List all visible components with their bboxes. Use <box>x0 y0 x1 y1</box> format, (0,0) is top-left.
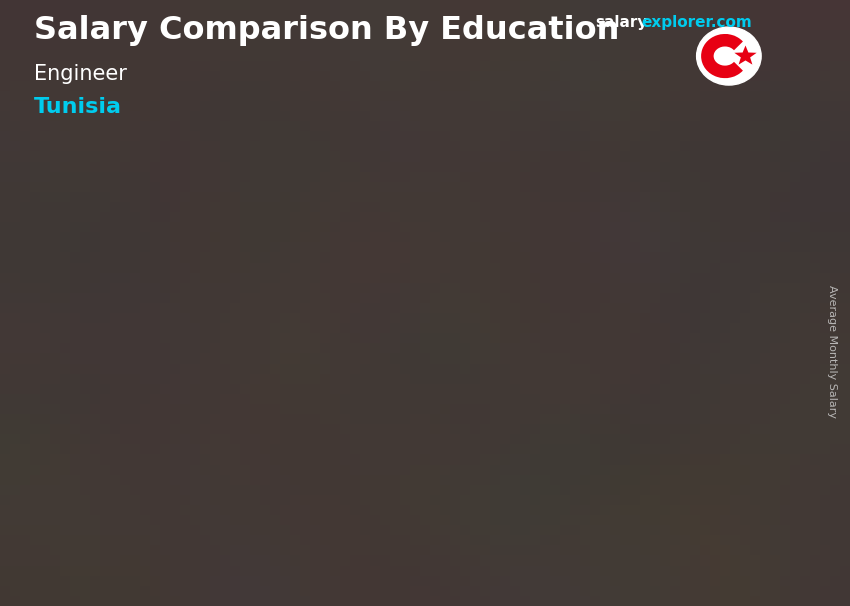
Text: Master's Degree: Master's Degree <box>478 554 658 573</box>
Text: explorer.com: explorer.com <box>642 15 752 30</box>
Text: Bachelor's Degree: Bachelor's Degree <box>124 554 324 573</box>
Polygon shape <box>174 382 274 399</box>
Text: salary: salary <box>595 15 648 30</box>
Polygon shape <box>597 258 618 533</box>
Polygon shape <box>734 45 756 65</box>
Circle shape <box>697 27 761 85</box>
Polygon shape <box>518 274 597 533</box>
Text: 4,260 TND: 4,260 TND <box>536 239 657 259</box>
Text: Tunisia: Tunisia <box>34 97 122 117</box>
Text: Salary Comparison By Education: Salary Comparison By Education <box>34 15 620 46</box>
Text: Engineer: Engineer <box>34 64 127 84</box>
Polygon shape <box>174 399 252 533</box>
Text: 2,210 TND: 2,210 TND <box>173 364 294 384</box>
Text: Average Monthly Salary: Average Monthly Salary <box>827 285 837 418</box>
Polygon shape <box>518 258 618 274</box>
Polygon shape <box>252 382 274 533</box>
Text: +93%: +93% <box>333 203 468 245</box>
